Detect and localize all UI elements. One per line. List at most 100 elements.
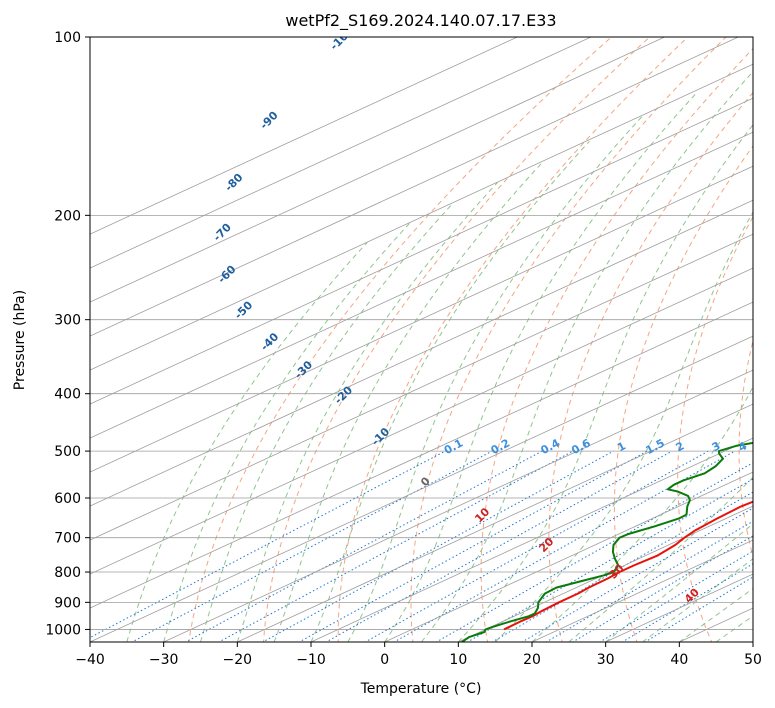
x-tick-label: 20 xyxy=(523,652,541,668)
dry-adiabat-label: -60 xyxy=(215,262,238,285)
mixing-ratio-label: 0.2 xyxy=(489,437,512,458)
dry-adiabat-label: -30 xyxy=(292,358,315,381)
x-tick-label: −20 xyxy=(223,652,253,668)
moist-adiabats xyxy=(126,70,753,642)
isotherm-line xyxy=(531,539,753,642)
plot-area: 0.10.20.40.611.52346810131620253036-100-… xyxy=(90,37,753,642)
plot-frame xyxy=(89,36,754,643)
moist-adiabat-line xyxy=(163,222,411,642)
moist-adiabat-line xyxy=(494,211,753,642)
x-tick-label: −40 xyxy=(75,652,105,668)
moist-adiabat-line xyxy=(200,204,452,642)
dry-adiabat-line xyxy=(738,339,753,559)
y-tick-label: 300 xyxy=(54,313,81,329)
isotherm-line xyxy=(90,199,753,507)
dry-adiabat-label: -50 xyxy=(232,298,255,321)
x-axis-title: Temperature (°C) xyxy=(360,681,482,697)
dry-adiabat-label: -90 xyxy=(257,109,280,132)
dewpoint-profile xyxy=(461,441,753,642)
mixing-ratio-line xyxy=(364,450,709,642)
x-tick-label: −10 xyxy=(296,652,326,668)
mixing-ratio-line xyxy=(325,450,673,642)
y-tick-label: 700 xyxy=(54,531,81,547)
mixing-ratio-label: 0.1 xyxy=(442,436,465,457)
mixing-ratio-line xyxy=(466,478,753,642)
dry-adiabat-label: -20 xyxy=(332,383,355,406)
y-tick-label: 500 xyxy=(54,444,81,460)
dry-adiabat-line xyxy=(188,37,613,642)
dry-adiabat-label: -80 xyxy=(222,171,245,194)
isotherm-line xyxy=(90,335,753,642)
mixing-ratio-line xyxy=(298,450,648,642)
isotherm-line xyxy=(90,63,753,371)
isotherm-line xyxy=(90,37,739,337)
mixing-ratio-line xyxy=(217,450,574,642)
y-axis: 1000 900 800 700 600 500 400 300 200 100 xyxy=(45,30,90,638)
moist-adiabat-line xyxy=(126,241,368,642)
mixing-ratio-label: 4 xyxy=(736,439,749,454)
dry-adiabat-line xyxy=(480,47,753,642)
x-tick-label: 0 xyxy=(380,652,389,668)
dry-adiabats xyxy=(188,37,753,642)
y-tick-label: 400 xyxy=(54,387,81,403)
mixing-ratio-line xyxy=(393,450,736,642)
isotherm-line xyxy=(90,37,518,235)
dry-adiabat-line xyxy=(677,215,753,642)
chart-title: wetPf2_S169.2024.140.07.17.E33 xyxy=(285,11,556,31)
moist-adiabat-line xyxy=(273,160,544,642)
moist-adiabat-line xyxy=(679,587,753,642)
y-tick-label: 200 xyxy=(54,208,81,224)
mixing-ratio-line xyxy=(130,450,493,642)
mixing-ratio-label: 1 xyxy=(615,439,628,454)
y-axis-title: Pressure (hPa) xyxy=(12,290,28,390)
moist-adiabat-line xyxy=(384,91,698,642)
y-tick-label: 800 xyxy=(54,565,81,581)
isotherm-line xyxy=(90,37,592,269)
y-tick-label: 600 xyxy=(54,491,81,507)
isotherm-line xyxy=(752,641,753,642)
isotherm-line xyxy=(163,369,753,642)
mixing-ratio-label: 3 xyxy=(710,439,723,454)
dry-adiabat-label: -40 xyxy=(258,330,281,353)
isotherm-line xyxy=(310,437,753,642)
isotherm-line xyxy=(90,267,753,575)
dry-adiabat-line xyxy=(548,91,753,642)
line-labels: 0.10.20.40.611.52346810131620253036-100-… xyxy=(211,37,750,606)
x-tick-label: 50 xyxy=(744,652,762,668)
moist-adiabat-line xyxy=(605,523,753,642)
isotherm-line xyxy=(90,233,753,541)
x-tick-label: 30 xyxy=(597,652,615,668)
y-tick-label: 1000 xyxy=(45,622,81,638)
mixing-ratio-line xyxy=(261,450,614,642)
y-tick-label: 900 xyxy=(54,595,81,611)
x-tick-label: 40 xyxy=(670,652,688,668)
dry-adiabat-label: -10 xyxy=(369,425,392,448)
x-tick-label: −30 xyxy=(149,652,179,668)
x-axis: −40 −30 −20 −10 0 10 20 30 40 50 xyxy=(75,642,762,668)
profiles xyxy=(461,441,753,642)
isotherm-line xyxy=(237,403,753,642)
isotherm-line xyxy=(90,165,753,473)
temperature-profile xyxy=(503,500,753,631)
dry-adiabat-label: 10 xyxy=(472,505,492,525)
dry-adiabat-label: 0 xyxy=(418,474,433,489)
moist-adiabat-line xyxy=(236,182,498,642)
mixing-ratio-label: 2 xyxy=(674,439,687,454)
x-tick-label: 10 xyxy=(449,652,467,668)
moist-adiabat-line xyxy=(642,558,753,642)
mixing-ratio-line xyxy=(90,450,446,639)
isotherm-line xyxy=(90,97,753,405)
mixing-ratio-label: 0.6 xyxy=(569,436,593,457)
moist-adiabat-line xyxy=(421,70,753,642)
dry-adiabat-line xyxy=(337,37,689,642)
isotherm-line xyxy=(90,37,665,303)
isotherm-line xyxy=(458,505,753,642)
isotherm-line xyxy=(605,573,753,642)
mixing-ratio-label: 0.4 xyxy=(539,436,563,457)
dry-adiabat-label: -70 xyxy=(211,221,234,244)
moist-adiabat-line xyxy=(531,385,753,642)
mixing-ratio-line xyxy=(545,520,753,642)
isobars xyxy=(90,37,753,630)
moist-adiabat-line xyxy=(347,115,643,642)
